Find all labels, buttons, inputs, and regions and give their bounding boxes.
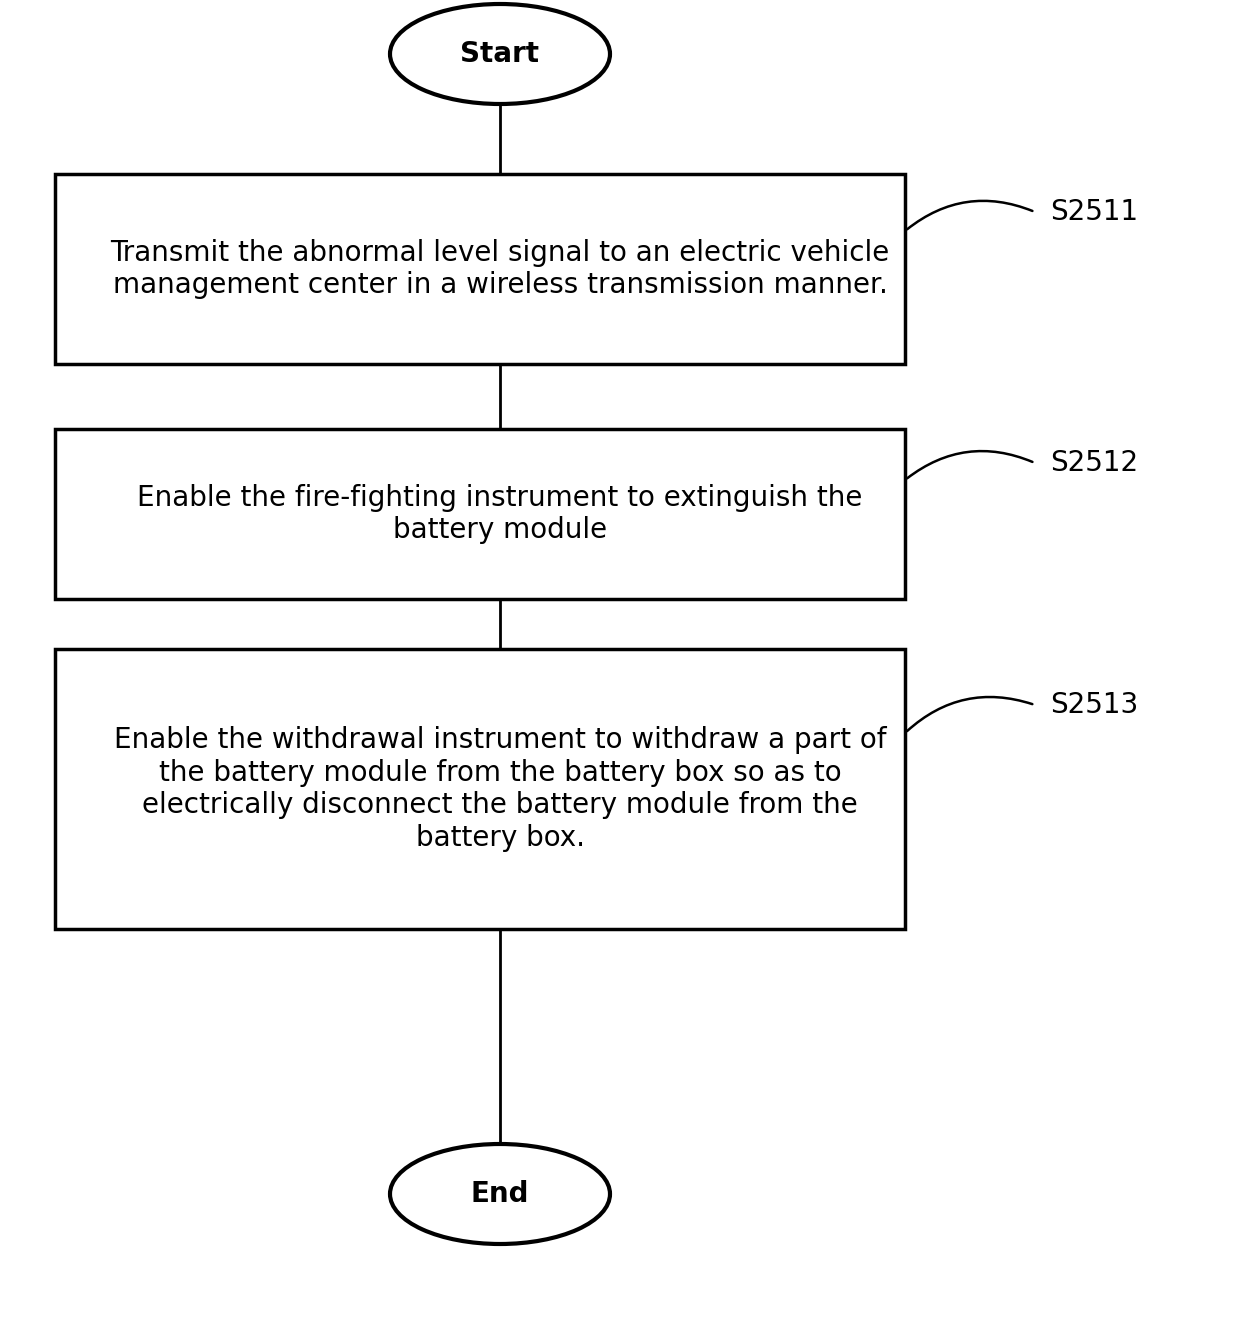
- Text: Start: Start: [460, 40, 539, 68]
- Text: S2511: S2511: [1050, 199, 1138, 226]
- Text: Enable the fire-fighting instrument to extinguish the
battery module: Enable the fire-fighting instrument to e…: [138, 483, 863, 544]
- FancyBboxPatch shape: [55, 649, 905, 929]
- Text: S2512: S2512: [1050, 449, 1138, 477]
- Ellipse shape: [391, 1144, 610, 1245]
- FancyBboxPatch shape: [55, 173, 905, 364]
- Text: End: End: [471, 1180, 529, 1207]
- Ellipse shape: [391, 4, 610, 105]
- FancyBboxPatch shape: [55, 429, 905, 598]
- Text: Enable the withdrawal instrument to withdraw a part of
the battery module from t: Enable the withdrawal instrument to with…: [114, 727, 887, 851]
- Text: S2513: S2513: [1050, 691, 1138, 719]
- Text: Transmit the abnormal level signal to an electric vehicle
management center in a: Transmit the abnormal level signal to an…: [110, 238, 889, 299]
